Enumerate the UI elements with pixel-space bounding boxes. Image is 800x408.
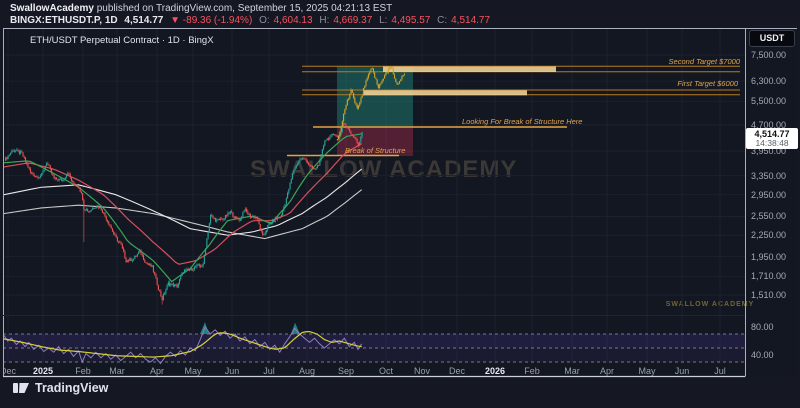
tradingview-logo-link[interactable]: TradingView	[13, 380, 108, 395]
open-label: O:	[259, 15, 270, 26]
projected-candles[interactable]	[336, 65, 406, 141]
time-tick-label: Apr	[149, 366, 165, 376]
price-tick-label: 2,250.00	[751, 230, 787, 241]
rsi-pane[interactable]	[3, 322, 745, 365]
rsi-line	[3, 325, 363, 365]
tradingview-wordmark: TradingView	[35, 380, 109, 395]
time-tick-label: Apr	[599, 366, 615, 376]
price-axis[interactable]: 7,500.00 6,300.00 5,500.00 4,700.00 3,950.00…	[746, 28, 800, 377]
price-tick-label: 3,350.00	[751, 170, 787, 181]
high-value: 4,669.37	[333, 15, 373, 26]
annotation-second-target: Second Target $7000	[668, 57, 740, 66]
time-tick-label: Mar	[109, 366, 125, 376]
price-tick-label: 1,710.00	[751, 271, 787, 282]
tradingview-icon	[13, 383, 29, 393]
price-tick-label: 2,550.00	[751, 211, 787, 222]
time-tick-label: May	[638, 366, 656, 376]
annotation-looking-for-bos: Looking For Break of Structure Here	[462, 117, 583, 126]
ma-red	[3, 143, 362, 265]
price-change: ▼ -89.36 (-1.94%)	[170, 15, 253, 26]
time-tick-label: Jul	[714, 366, 726, 376]
watermark-small: SWALLOW ACADEMY	[665, 301, 755, 308]
chart-legend: ETH/USDT Perpetual Contract · 1D · BingX	[30, 35, 214, 46]
annotation-first-target: First Target $6000	[677, 79, 738, 88]
time-tick-label: Dec	[448, 366, 466, 376]
time-tick-label: Sep	[337, 366, 355, 376]
price-tick-label: 2,950.00	[751, 189, 787, 200]
watermark: SWALLOW ACADEMY	[250, 156, 518, 183]
last-price: 4,514.77	[124, 15, 164, 26]
low-label: L:	[379, 15, 388, 26]
time-tick-label: Oct	[378, 366, 394, 376]
current-price-label: 4,514.77 14:38:48	[746, 128, 798, 149]
price-tick-label: 3,950.00	[751, 145, 787, 156]
publish-info: SwallowAcademy published on TradingView.…	[10, 3, 392, 14]
bar-close-countdown: 14:38:48	[755, 138, 789, 148]
ma-green	[3, 133, 362, 283]
ma-white-slow	[3, 189, 363, 240]
price-tick-label: 1,510.00	[751, 289, 787, 300]
time-tick-label: Feb	[524, 366, 540, 376]
price-tick-label: 7,500.00	[751, 50, 787, 60]
time-tick-label: Jul	[263, 366, 275, 376]
close-value: 4,514.77	[451, 15, 491, 26]
time-tick-label: May	[184, 366, 202, 376]
time-tick-label: Nov	[413, 366, 431, 376]
time-tick-label: Jun	[674, 366, 690, 376]
rsi-ma-line	[3, 330, 362, 358]
price-tick-label: 4,700.00	[751, 119, 787, 130]
time-tick-label: 2026	[484, 366, 506, 376]
annotation-break-of-structure: Break of Structure	[345, 146, 406, 155]
time-tick-label: Mar	[564, 366, 580, 376]
symbol-ohlc-row: BINGX:ETHUSDT.P, 1D 4,514.77 ▼ -89.36 (-…	[10, 15, 494, 26]
currency-toggle-button[interactable]: USDT	[749, 30, 795, 47]
publish-meta: published on TradingView.com, September …	[93, 3, 393, 14]
time-tick-label: Feb	[75, 366, 91, 376]
rsi-tick-label: 80.00	[751, 322, 774, 332]
ma-white-fast	[3, 168, 363, 236]
open-value: 4,604.13	[273, 15, 313, 26]
price-tick-label: 1,950.00	[751, 251, 787, 262]
price-tick-label: 6,300.00	[751, 76, 787, 87]
time-tick-label: Dec	[3, 366, 17, 376]
low-value: 4,495.57	[391, 15, 431, 26]
current-price-value: 4,514.77	[754, 129, 790, 139]
rsi-tick-label: 40.00	[751, 350, 774, 360]
time-axis[interactable]: Dec 2025 Feb Mar Apr May Jun Jul Aug Sep Oct Nov Dec…	[3, 362, 745, 377]
time-tick-label: 2025	[32, 366, 54, 376]
symbol-name: BINGX:ETHUSDT.P, 1D	[10, 15, 118, 26]
price-tick-label: 5,500.00	[751, 96, 787, 107]
chart-frame	[3, 28, 797, 378]
candles	[5, 122, 363, 305]
close-label: C:	[437, 15, 448, 26]
high-label: H:	[319, 15, 330, 26]
time-tick-label: Jun	[224, 366, 240, 376]
time-tick-label: Aug	[298, 366, 316, 376]
author-name: SwallowAcademy	[10, 3, 94, 14]
grid	[3, 29, 745, 364]
